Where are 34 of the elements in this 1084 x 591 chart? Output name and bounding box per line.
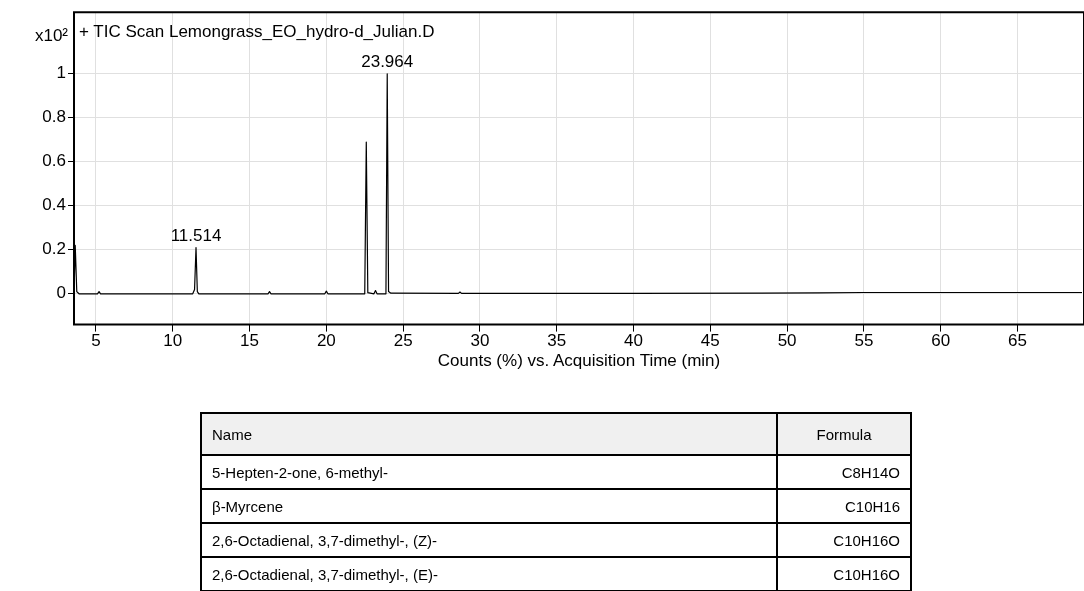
x-tick-label: 35 [547, 331, 567, 351]
text: 2,6-Octadienal, 3,7-dimethyl-, (Z)- [201, 523, 777, 557]
x-tick-label: 65 [1008, 331, 1027, 351]
x-tick-label: 15 [240, 331, 260, 351]
text: Formula [777, 413, 911, 455]
y-tick-label: 0.6 [42, 151, 66, 171]
annotation: 11.514 [170, 225, 222, 245]
text: 2,6-Octadienal, 3,7-dimethyl-, (E)- [201, 557, 777, 591]
text: C10H16 [777, 489, 911, 523]
x-tick-label: 25 [393, 331, 413, 351]
x-tick-label: 60 [931, 331, 951, 351]
x-tick-label: 45 [700, 331, 720, 351]
x-tick-label: 5 [91, 331, 101, 351]
y-tick-label: 0.4 [42, 195, 66, 215]
text: C10H16O [777, 523, 911, 557]
y-tick-label: 0 [56, 283, 66, 303]
y-tick-label: 0.8 [42, 107, 66, 127]
text: C8H14O [777, 455, 911, 489]
y-axis-title: x10² [34, 25, 69, 45]
text: C10H16O [777, 557, 911, 591]
text: Name [201, 413, 777, 455]
x-tick-label: 40 [624, 331, 643, 351]
text: 5-Hepten-2-one, 6-methyl- [201, 455, 777, 489]
y-tick-label: 1 [56, 63, 66, 83]
x-tick-label: 55 [854, 331, 874, 351]
y-tick-label: 0.2 [42, 239, 66, 259]
x-axis-title: Counts (%) vs. Acquisition Time (min) [436, 351, 722, 371]
text: + TIC Scan Lemongrass_EO_hydro-d_Julian.D [79, 21, 435, 41]
x-tick-label: 30 [470, 331, 490, 351]
x-tick-label: 10 [163, 331, 183, 351]
x-tick-label: 20 [316, 331, 336, 351]
text: β-Myrcene [201, 489, 777, 523]
annotation: 23.964 [361, 51, 414, 71]
x-tick-label: 50 [777, 331, 797, 351]
